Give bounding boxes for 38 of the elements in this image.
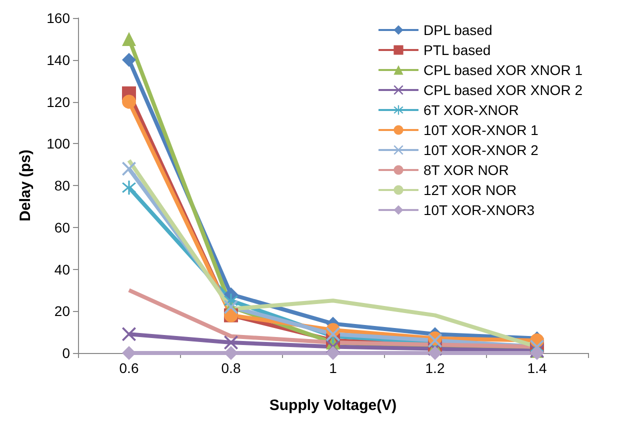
point: [326, 346, 340, 360]
point: [122, 327, 136, 342]
point: [428, 346, 442, 360]
legend-label: 8T XOR NOR: [423, 162, 509, 178]
y-tick-label: 80: [54, 178, 70, 194]
y-tick-label: 100: [46, 136, 70, 152]
legend-label: CPL based XOR XNOR 2: [423, 82, 583, 98]
point: [122, 32, 136, 46]
y-tick-label: 160: [46, 10, 70, 26]
point: [224, 336, 238, 350]
x-tick-label: 0.8: [221, 360, 241, 376]
x-tick-label: 0.6: [119, 360, 139, 376]
x-tick-label: 1: [329, 360, 338, 376]
legend-label: 10T XOR-XNOR 1: [423, 122, 539, 138]
legend-label: PTL based: [423, 42, 491, 58]
y-tick-label: 20: [54, 303, 70, 320]
point: [122, 346, 136, 360]
legend-label: DPL based: [423, 22, 492, 38]
y-tick-label: 0: [62, 345, 70, 361]
x-tick-label: 1.2: [425, 360, 445, 376]
legend-label: CPL based XOR XNOR 1: [423, 62, 583, 78]
point: [122, 52, 136, 67]
point: [224, 346, 238, 360]
legend-label: 12T XOR NOR: [423, 182, 517, 198]
point: [530, 346, 544, 360]
legend-label: 10T XOR-XNOR3: [423, 202, 535, 218]
point: [122, 180, 136, 195]
legend-label: 10T XOR-XNOR 2: [423, 142, 539, 158]
y-tick-label: 120: [46, 94, 70, 110]
point: [122, 94, 136, 109]
y-tick-label: 140: [46, 52, 70, 68]
x-axis-title: Supply Voltage(V): [269, 397, 397, 414]
y-axis-title: Delay (ps): [17, 150, 34, 222]
legend-label: 6T XOR-XNOR: [423, 102, 519, 118]
y-tick-label: 40: [54, 261, 70, 278]
y-tick-label: 60: [54, 219, 70, 236]
point: [122, 162, 136, 176]
x-tick-label: 1.4: [527, 360, 547, 376]
